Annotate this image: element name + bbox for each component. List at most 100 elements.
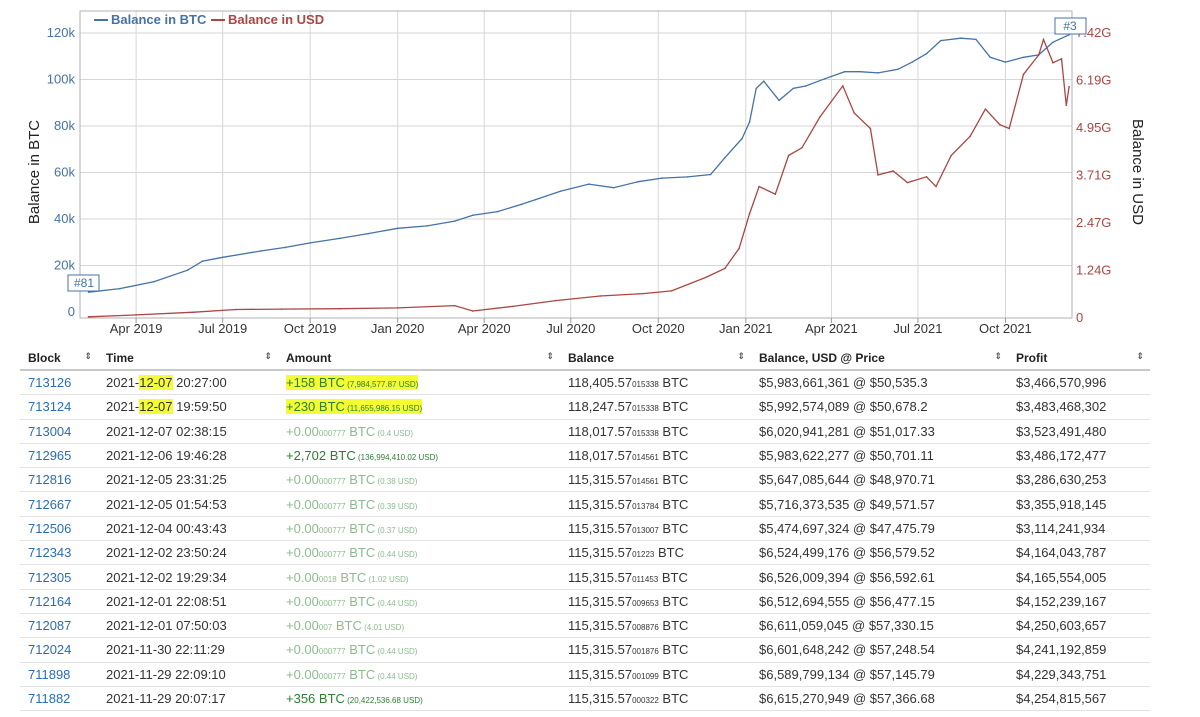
usd-data-point (135, 314, 137, 316)
btc-data-point (367, 232, 369, 235)
usd-data-point (969, 135, 972, 138)
cell-amount: +230 BTC (11,655,986.15 USD) (278, 394, 560, 420)
right-tick-label: 2.47G (1076, 215, 1111, 230)
sort-icon[interactable]: ⇕ (737, 351, 745, 361)
usd-data-point (280, 308, 283, 310)
block-link[interactable]: 712667 (28, 496, 72, 512)
table-row: 713126 2021-12-07 20:27:00 +158 BTC (7,984… (20, 370, 1150, 396)
cell-block: 713124 (20, 394, 98, 420)
usd-data-point (853, 112, 855, 114)
usd-data-point (1060, 58, 1063, 60)
cell-block: 711882 (20, 686, 98, 712)
block-link[interactable]: 713124 (28, 399, 72, 415)
sort-icon[interactable]: ⇕ (264, 351, 272, 361)
cell-balance: 118,017.57014561 BTC (560, 443, 751, 469)
table-row: 712816 2021-12-05 23:31:25 +0.00000777 BTC… (20, 467, 1150, 493)
col-header-profit[interactable]: Profit ⇕ (1008, 347, 1150, 371)
cell-profit: $3,483,468,302 (1008, 394, 1150, 420)
sort-icon[interactable]: ⇕ (546, 351, 554, 361)
usd-data-point (774, 193, 777, 196)
block-link[interactable]: 713004 (28, 423, 72, 439)
x-tick-label: Apr 2019 (110, 321, 163, 336)
btc-data-point (119, 287, 121, 290)
cell-balance: 115,315.57000322 BTC (560, 686, 751, 712)
cell-time: 2021-11-30 22:11:29 (98, 637, 278, 663)
cell-amount: +0.00000777 BTC (0.44 USD) (278, 540, 560, 566)
marker-end-flag[interactable]: #3 (1054, 17, 1087, 35)
legend-label-btc[interactable]: Balance in BTC (111, 12, 207, 27)
usd-data-point (869, 127, 872, 130)
x-tick-label: Apr 2021 (805, 321, 858, 336)
sort-icon[interactable]: ⇕ (1136, 351, 1144, 361)
btc-data-point (588, 183, 590, 185)
amount-value: +356 BTC (20,422,536.68 USD) (286, 691, 423, 706)
legend-label-usd[interactable]: Balance in USD (228, 12, 324, 27)
btc-data-point (911, 61, 914, 63)
col-header-amount[interactable]: Amount ⇕ (278, 347, 560, 371)
usd-data-point (935, 185, 937, 188)
sort-icon[interactable]: ⇕ (994, 351, 1002, 361)
usd-data-point (984, 108, 987, 110)
col-header-balance-usd[interactable]: Balance, USD @ Price ⇕ (751, 347, 1008, 371)
date-highlight: 12-07 (139, 399, 173, 415)
btc-data-point (612, 186, 615, 189)
block-link[interactable]: 713126 (28, 375, 72, 391)
right-axis-title: Balance in USD (1129, 119, 1146, 225)
col-header-block[interactable]: Block ⇕ (20, 347, 98, 371)
amount-value: +0.00000777 BTC (0.39 USD) (286, 496, 418, 512)
usd-data-point (642, 292, 644, 295)
usd-data-point (950, 154, 953, 157)
usd-data-point (1042, 38, 1045, 41)
usd-data-point (1068, 85, 1070, 88)
usd-data-point (1037, 54, 1040, 56)
cell-balance-usd: $6,601,648,242 @ $57,248.54 (751, 637, 1008, 663)
marker-start-flag[interactable]: #81 (67, 274, 100, 292)
block-link[interactable]: 712087 (28, 618, 72, 634)
left-axis-title: Balance in BTC (26, 120, 43, 224)
amount-value: +2,702 BTC (136,994,410.02 USD) (286, 448, 439, 464)
cell-profit: $3,286,630,253 (1008, 467, 1150, 493)
btc-data-point (559, 190, 562, 193)
amount-value: +158 BTC (7,984,577.87 USD) (286, 375, 419, 391)
cell-amount: +0.00000777 BTC (0.4 USD) (278, 419, 560, 444)
chart-legend[interactable]: Balance in BTC Balance in USD (94, 12, 324, 27)
cell-balance: 115,315.57014561 BTC (560, 467, 751, 493)
btc-data-point (989, 56, 992, 59)
cell-time: 2021-12-05 23:31:25 (98, 467, 278, 493)
block-link[interactable]: 712164 (28, 593, 72, 609)
usd-data-point (511, 305, 514, 308)
cell-amount: +0.00007 BTC (4.01 USD) (278, 613, 560, 639)
cell-balance-usd: $6,611,059,045 @ $57,330.15 (751, 613, 1008, 639)
block-link[interactable]: 712965 (28, 448, 72, 464)
block-link[interactable]: 712024 (28, 642, 72, 658)
col-header-time[interactable]: Time ⇕ (98, 347, 278, 371)
cell-balance: 118,017.57015338 BTC (560, 419, 751, 444)
cell-block: 712305 (20, 564, 98, 590)
cell-block: 713126 (20, 370, 98, 396)
block-link[interactable]: 711898 (28, 666, 71, 682)
block-link[interactable]: 712506 (28, 520, 72, 536)
x-tick-label: Jul 2019 (198, 321, 247, 336)
sort-icon[interactable]: ⇕ (84, 351, 92, 361)
cell-amount: +158 BTC (7,984,577.87 USD) (278, 370, 560, 396)
block-link[interactable]: 711882 (28, 691, 71, 706)
usd-data-point (193, 311, 195, 313)
cell-time: 2021-12-07 19:59:50 (98, 394, 278, 420)
cell-amount: +0.00000777 BTC (0.39 USD) (278, 491, 560, 517)
btc-data-point (453, 220, 456, 222)
block-link[interactable]: 712305 (28, 569, 72, 585)
btc-data-point (201, 260, 204, 262)
block-link[interactable]: 712816 (28, 472, 72, 488)
x-tick-label: Jan 2020 (371, 321, 425, 336)
left-tick-label: 100k (47, 72, 76, 87)
btc-data-point (309, 242, 311, 244)
btc-data-point (396, 227, 399, 230)
col-header-balance[interactable]: Balance ⇕ (560, 347, 751, 371)
cell-time: 2021-11-29 22:09:10 (98, 662, 278, 687)
block-link[interactable]: 712343 (28, 545, 72, 561)
btc-data-point (426, 225, 428, 227)
cell-time: 2021-12-05 01:54:53 (98, 491, 278, 517)
amount-value: +0.00000777 BTC (0.4 USD) (286, 423, 414, 439)
plot-area (79, 10, 1073, 319)
usd-data-point (472, 310, 474, 312)
